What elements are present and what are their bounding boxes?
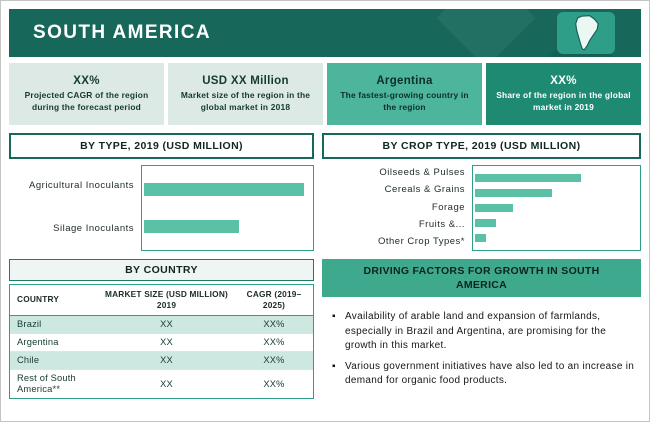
chart-category-label: Forage	[431, 201, 466, 213]
south-america-map-shape	[575, 15, 599, 51]
table-cell-market-size: XX	[160, 355, 173, 366]
table-cell-cagr: XX%	[263, 355, 285, 366]
stat-description: Share of the region in the global market…	[496, 89, 631, 112]
chart-plot-area	[141, 165, 315, 251]
table-header-cell: COUNTRY	[17, 294, 60, 305]
driving-factor-item: Various government initiatives have also…	[332, 360, 635, 388]
table-header-row: COUNTRY MARKET SIZE (USD MILLION) 2019 CAG…	[10, 285, 314, 316]
table-cell-country: Chile	[17, 354, 40, 365]
table-row: Argentina XX XX%	[10, 334, 314, 352]
table-cell-market-size: XX	[160, 379, 173, 390]
table-cell-market-size: XX	[160, 319, 173, 330]
chart-bar	[475, 233, 487, 242]
table-row: Brazil XX XX%	[10, 315, 314, 334]
chart-bar	[144, 183, 305, 196]
chart-bar	[475, 189, 552, 198]
section-by-country: BY COUNTRY	[9, 259, 315, 281]
stat-card-1: XX% Projected CAGR of the region during t…	[9, 63, 164, 125]
table-cell-cagr: XX%	[263, 379, 285, 390]
chart-bar	[475, 203, 513, 212]
chart-bar	[144, 220, 240, 233]
country-table: COUNTRY MARKET SIZE (USD MILLION) 2019 CAG…	[9, 284, 315, 400]
stat-description: The fastest-growing country in the regio…	[340, 89, 469, 112]
driving-factors-list: Availability of arable land and expansio…	[322, 297, 641, 388]
chart-labels: Agricultural Inoculants Silage Inoculants	[9, 165, 141, 251]
chart-category-label: Oilseeds & Pulses	[379, 167, 466, 179]
table-cell-country: Rest of South America**	[17, 373, 76, 395]
stat-value: Argentina	[376, 74, 433, 87]
south-america-map-icon	[557, 12, 615, 54]
table-cell-country: Argentina	[17, 336, 59, 347]
stat-card-4: XX% Share of the region in the global mar…	[486, 63, 641, 125]
header-banner: SOUTH AMERICA	[9, 9, 641, 57]
stat-description: Projected CAGR of the region during the …	[24, 89, 149, 112]
section-by-crop: BY CROP TYPE, 2019 (USD MILLION)	[322, 133, 641, 159]
stat-value: XX%	[73, 74, 100, 87]
stat-card-2: USD XX Million Market size of the region …	[168, 63, 323, 125]
by-country-section: BY COUNTRY COUNTRY MARKET SIZE (USD MILLI…	[9, 259, 315, 409]
section-by-type: BY TYPE, 2019 (USD MILLION)	[9, 133, 315, 159]
section-driving-factors: DRIVING FACTORS FOR GROWTH IN SOUTH AMER…	[322, 259, 641, 298]
stat-value: XX%	[550, 74, 577, 87]
chart-bar	[475, 174, 581, 183]
stats-row: XX% Projected CAGR of the region during t…	[9, 63, 641, 125]
table-cell-cagr: XX%	[263, 337, 285, 348]
chart-category-label: Agricultural Inoculants	[29, 180, 134, 192]
section-headers-row: BY TYPE, 2019 (USD MILLION) BY CROP TYPE…	[9, 133, 641, 159]
chart-labels: Oilseeds & Pulses Cereals & Grains Forage F…	[322, 165, 472, 251]
table-cell-country: Brazil	[17, 318, 42, 329]
stat-value: USD XX Million	[202, 74, 289, 87]
chart-category-label: Fruits &...	[418, 218, 466, 230]
charts-row: Agricultural Inoculants Silage Inoculants…	[9, 165, 641, 251]
driving-factor-item: Availability of arable land and expansio…	[332, 310, 635, 353]
chart-plot-area	[472, 165, 641, 251]
chart-category-label: Silage Inoculants	[53, 223, 134, 235]
table-cell-cagr: XX%	[263, 319, 285, 330]
table-header-cell: CAGR (2019–2025)	[246, 289, 302, 310]
page-title: SOUTH AMERICA	[33, 22, 211, 43]
chart-bar	[475, 218, 497, 227]
driving-factors-section: DRIVING FACTORS FOR GROWTH IN SOUTH AMER…	[322, 259, 641, 409]
table-row: Chile XX XX%	[10, 351, 314, 371]
table-header-cell: MARKET SIZE (USD MILLION) 2019	[105, 289, 228, 310]
stat-card-3: Argentina The fastest-growing country in …	[327, 63, 482, 125]
chart-category-label: Other Crop Types*	[378, 235, 466, 247]
chart-category-label: Cereals & Grains	[384, 184, 466, 196]
table-row: Rest of South America** XX XX%	[10, 370, 313, 398]
stat-description: Market size of the region in the global …	[180, 89, 311, 112]
by-type-chart: Agricultural Inoculants Silage Inoculants	[9, 165, 315, 251]
table-cell-market-size: XX	[160, 337, 173, 348]
by-crop-type-chart: Oilseeds & Pulses Cereals & Grains Forage F…	[322, 165, 641, 251]
bottom-row: BY COUNTRY COUNTRY MARKET SIZE (USD MILLI…	[9, 259, 641, 409]
